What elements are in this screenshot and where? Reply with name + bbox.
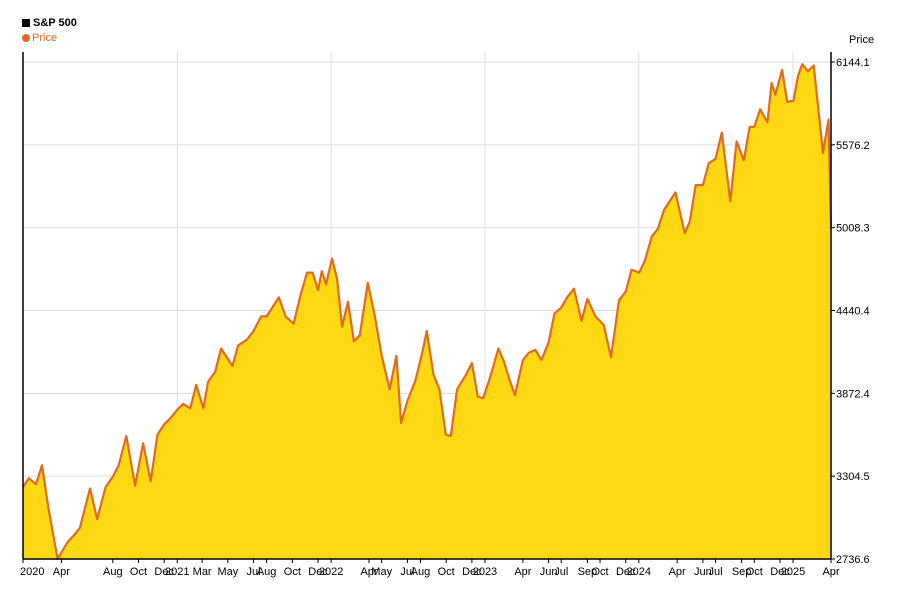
legend-title: S&P 500: [22, 17, 77, 29]
x-tick-label: Sep: [578, 566, 598, 578]
x-tick-label: Aug: [103, 566, 123, 578]
legend-series-item: Price: [22, 32, 57, 44]
y-axis-label: Price: [849, 34, 875, 46]
legend-series-dot-icon: [22, 34, 30, 42]
y-tick-label: 6144.1: [836, 57, 870, 69]
x-tick-label: Sep: [732, 566, 752, 578]
y-tick-label: 4440.4: [836, 305, 870, 317]
x-tick-label: Apr: [360, 566, 377, 578]
x-tick-label: Jul: [247, 566, 261, 578]
x-tick-label: Apr: [514, 566, 531, 578]
x-tick-label: Oct: [130, 566, 147, 578]
x-tick-label: Aug: [257, 566, 277, 578]
x-tick-label: Oct: [284, 566, 301, 578]
legend-title-square-icon: [22, 19, 30, 27]
price-line: [22, 62, 833, 560]
x-tick-label: Aug: [411, 566, 431, 578]
x-tick-label: 2023: [473, 566, 497, 578]
x-tick-label: Dec: [308, 566, 328, 578]
x-tick-label: May: [371, 566, 392, 578]
x-tick-label: Dec: [616, 566, 636, 578]
x-tick-label: 2021: [165, 566, 189, 578]
y-tick-label: 2736.6: [836, 554, 870, 566]
x-tick-label: Dec: [462, 566, 482, 578]
x-tick-label: Jul: [708, 566, 722, 578]
y-tick-labels: 2736.6 3304.5 3872.4 4440.4 5008.3 5576.2 6144…: [831, 57, 870, 566]
x-tick-label: Jun: [540, 566, 558, 578]
y-tick-label: 3304.5: [836, 471, 870, 483]
x-tick-label: Jun: [694, 566, 712, 578]
x-tick-label: Mar: [193, 566, 212, 578]
x-tick-label: Apr: [53, 566, 70, 578]
x-tick-label: Dec: [154, 566, 174, 578]
x-tick-label: Apr: [669, 566, 686, 578]
x-tick-label: 2025: [781, 566, 805, 578]
x-tick-label: Apr: [822, 566, 839, 578]
y-tick-label: 5576.2: [836, 140, 870, 152]
x-tick-label: Oct: [438, 566, 455, 578]
y-tick-label: 5008.3: [836, 223, 870, 235]
y-tick-label: 3872.4: [836, 388, 870, 400]
x-tick-label: Jul: [554, 566, 568, 578]
x-tick-label: Dec: [770, 566, 790, 578]
x-tick-label: 2024: [627, 566, 651, 578]
axes: [22, 52, 832, 560]
x-tick-label: 2022: [319, 566, 343, 578]
x-tick-label: 2020: [20, 566, 44, 578]
x-tick-label: Oct: [591, 566, 608, 578]
x-tick-label: Jul: [400, 566, 414, 578]
x-tick-label: May: [217, 566, 238, 578]
chart-title: S&P 500: [33, 17, 77, 29]
x-tick-label: Oct: [746, 566, 763, 578]
price-area: [23, 64, 831, 559]
legend-series-label: Price: [32, 32, 58, 44]
